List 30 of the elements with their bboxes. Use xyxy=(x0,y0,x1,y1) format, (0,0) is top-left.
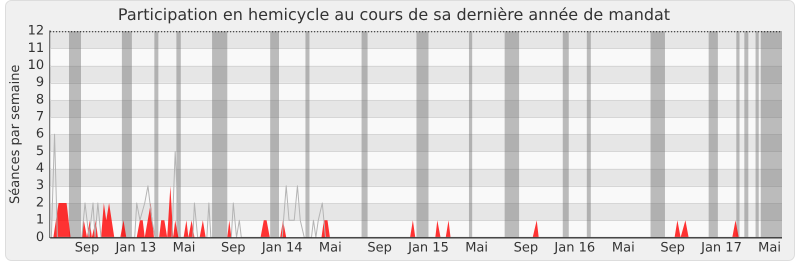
y-tick-label: 5 xyxy=(36,144,44,159)
y-tick-label: 7 xyxy=(36,109,44,124)
x-tick-label: Mai xyxy=(318,240,342,256)
x-tick-label: Sep xyxy=(74,240,100,256)
x-tick-label: Jan 17 xyxy=(700,240,742,256)
y-tick-label: 1 xyxy=(36,212,44,228)
x-tick-label: Sep xyxy=(221,240,246,256)
y-tick-label: 11 xyxy=(28,40,44,56)
x-tick-label: Mai xyxy=(172,240,196,256)
y-tick-label: 4 xyxy=(36,161,44,176)
x-tick-label: Jan 14 xyxy=(260,240,303,256)
y-tick-label: 6 xyxy=(36,126,44,142)
x-tick-label: Jan 16 xyxy=(553,240,596,256)
y-tick-label: 0 xyxy=(36,230,44,245)
x-tick-label: Sep xyxy=(660,240,685,256)
x-tick-label: Jan 13 xyxy=(114,240,156,256)
x-tick-label: Jan 15 xyxy=(407,240,449,256)
y-tick-label: 12 xyxy=(28,24,44,39)
y-tick-label: 10 xyxy=(28,58,44,73)
x-tick-label: Mai xyxy=(612,240,635,256)
y-tick-label: 2 xyxy=(36,195,44,210)
y-tick-label: 9 xyxy=(36,75,44,90)
x-tick-label: Sep xyxy=(514,240,538,256)
chart-title: Participation en hemicycle au cours de sa dernière année de mandat xyxy=(118,4,670,24)
y-tick-label: 3 xyxy=(36,178,44,194)
x-tick-label: Sep xyxy=(367,240,392,256)
x-tick-label: Mai xyxy=(758,240,781,256)
y-tick-label: 8 xyxy=(36,92,44,108)
y-axis-title: Séances par semaine xyxy=(8,64,24,204)
x-tick-label: Mai xyxy=(465,240,488,256)
